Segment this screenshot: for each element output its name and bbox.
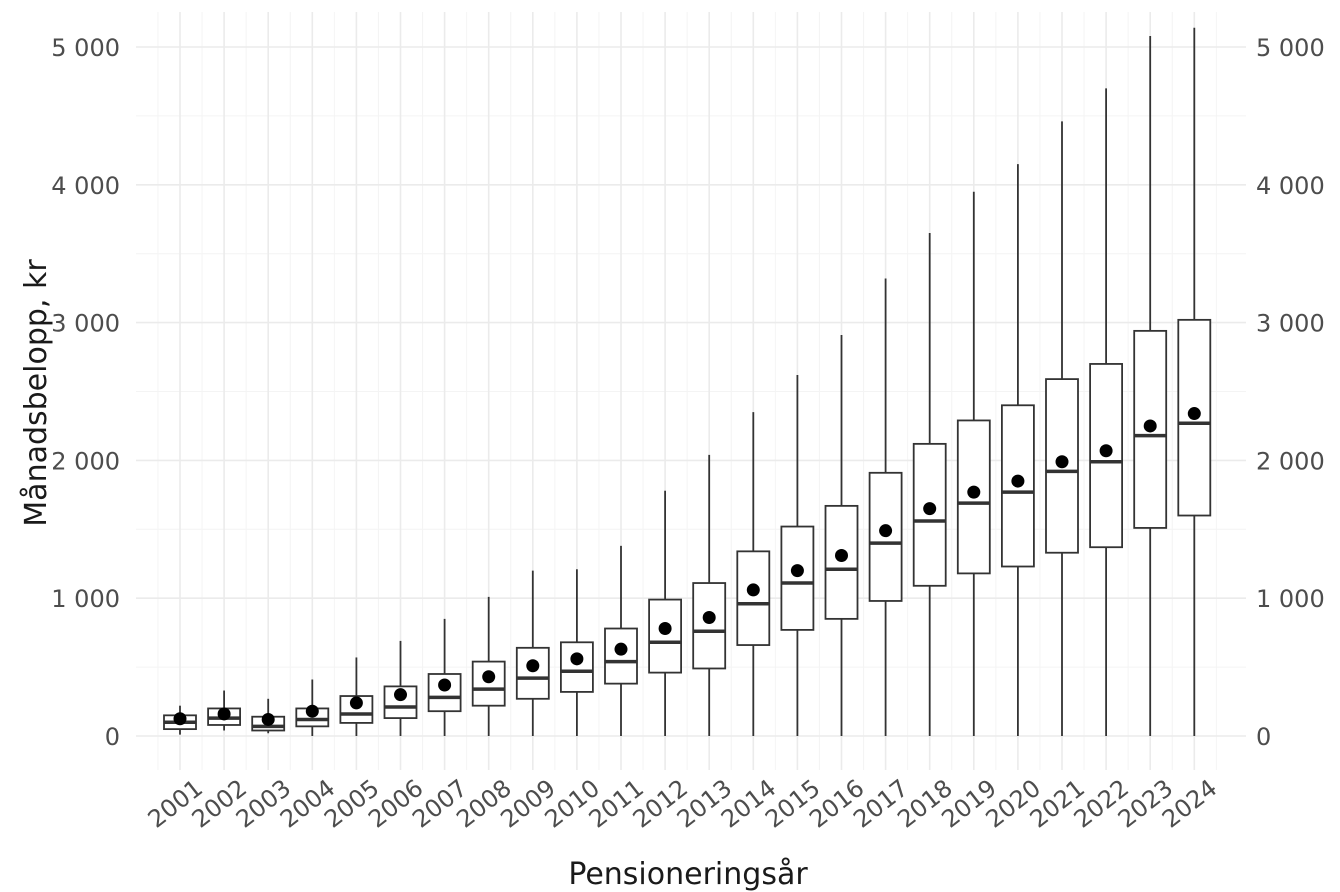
mean-point — [261, 712, 275, 726]
y-tick-label-right: 5 000 — [1256, 34, 1325, 62]
mean-point — [1055, 455, 1069, 469]
y-tick-label-left: 2 000 — [51, 447, 120, 475]
y-tick-label-left: 3 000 — [51, 310, 120, 338]
mean-point — [835, 548, 848, 562]
box-iqr — [648, 598, 682, 674]
mean-point — [217, 707, 231, 721]
box-iqr — [736, 550, 771, 646]
mean-point — [349, 696, 363, 710]
box-2017 — [868, 278, 903, 736]
x-axis-title: Pensioneringsår — [568, 857, 808, 892]
box-2008 — [471, 596, 506, 736]
box-iqr — [824, 504, 859, 620]
box-2005 — [339, 657, 374, 736]
mean-point — [746, 583, 760, 597]
box-2015 — [780, 374, 815, 736]
box-2022 — [1089, 88, 1123, 736]
mean-point — [923, 502, 937, 516]
mean-point — [879, 524, 893, 538]
grid — [136, 12, 1246, 770]
box-2018 — [912, 233, 947, 736]
box-iqr — [692, 582, 727, 670]
mean-point — [790, 564, 804, 578]
mean-point — [526, 659, 540, 673]
box-2020 — [1001, 164, 1035, 736]
y-tick-label-left: 5 000 — [51, 34, 120, 62]
y-tick-label-left: 4 000 — [51, 172, 120, 200]
mean-point — [438, 678, 452, 692]
box-2003 — [251, 698, 286, 734]
box-iqr — [604, 627, 638, 685]
y-tick-label-right: 1 000 — [1256, 585, 1325, 613]
box-iqr — [780, 525, 815, 631]
box-2002 — [207, 690, 242, 731]
mean-point — [570, 652, 584, 666]
x-axis: 2001200220032004200520062007200820092010… — [143, 774, 1223, 834]
y-axis-left: 0 1 000 2 000 3 000 4 000 5 000 — [51, 34, 120, 751]
y-tick-label-left: 0 — [105, 723, 120, 751]
y-tick-label-left: 1 000 — [51, 585, 120, 613]
mean-point — [482, 670, 496, 684]
y-tick-label-right: 3 000 — [1256, 310, 1325, 338]
mean-point — [1099, 444, 1113, 458]
box-2019 — [956, 191, 991, 736]
box-2013 — [692, 454, 727, 736]
box-2023 — [1133, 35, 1168, 736]
box-2007 — [427, 618, 462, 736]
mean-point — [1143, 419, 1157, 433]
box-iqr — [515, 646, 550, 700]
mean-point — [1011, 474, 1025, 488]
box-2014 — [736, 412, 771, 736]
mean-point — [173, 712, 187, 726]
box-2024 — [1177, 27, 1212, 736]
mean-point — [614, 642, 628, 656]
box-2010 — [560, 569, 594, 736]
box-2006 — [383, 640, 418, 736]
box-2001 — [163, 705, 197, 735]
mean-point — [702, 610, 716, 624]
y-axis-title: Månadsbelopp, kr — [19, 259, 54, 527]
mean-point — [658, 622, 672, 636]
boxes — [163, 27, 1212, 736]
mean-point — [394, 688, 407, 702]
y-tick-label-right: 4 000 — [1256, 172, 1325, 200]
box-iqr — [560, 641, 594, 693]
mean-point — [305, 704, 319, 718]
box-2016 — [824, 335, 859, 736]
y-axis-right: 0 1 000 2 000 3 000 4 000 5 000 — [1256, 34, 1325, 751]
box-2012 — [648, 490, 682, 736]
box-2009 — [515, 570, 550, 736]
y-tick-label-right: 0 — [1256, 723, 1271, 751]
mean-point — [967, 485, 981, 499]
box-iqr — [471, 660, 506, 707]
box-2011 — [604, 545, 638, 736]
y-tick-label-right: 2 000 — [1256, 447, 1325, 475]
box-2004 — [295, 679, 330, 736]
mean-point — [1187, 407, 1201, 421]
box-2021 — [1045, 121, 1079, 736]
box-iqr — [339, 695, 374, 724]
